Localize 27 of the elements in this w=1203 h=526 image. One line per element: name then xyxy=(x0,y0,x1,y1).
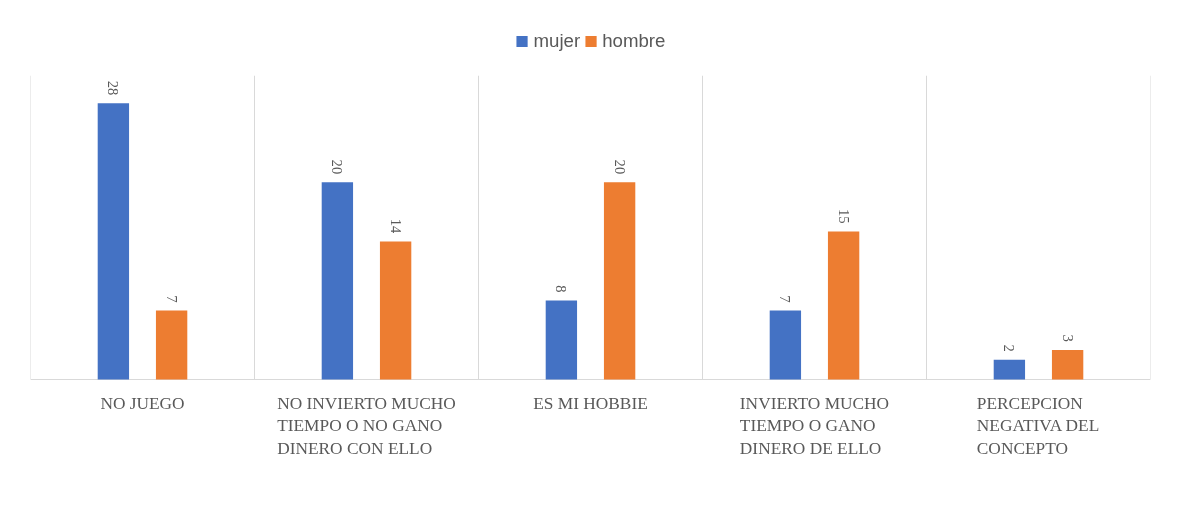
data-label: 7 xyxy=(777,295,794,303)
bar xyxy=(545,300,578,380)
bar xyxy=(321,182,354,380)
legend-label: mujer xyxy=(533,30,581,52)
data-label: 2 xyxy=(1001,344,1018,352)
x-tick-label: PERCEPCION NEGATIVA DEL CONCEPTO xyxy=(976,393,1100,459)
bar xyxy=(993,359,1026,380)
data-label: 7 xyxy=(163,295,180,303)
data-label: 3 xyxy=(1059,334,1076,342)
bar xyxy=(1051,349,1084,380)
bar xyxy=(769,310,802,380)
data-label: 20 xyxy=(611,159,628,175)
data-label: 14 xyxy=(387,218,404,235)
x-tick-label: ES MI HOBBIE xyxy=(533,393,648,413)
data-label: 28 xyxy=(105,80,122,96)
x-tick-label: NO JUEGO xyxy=(100,393,185,413)
data-label: 20 xyxy=(329,159,346,175)
bar xyxy=(827,231,860,380)
data-label: 8 xyxy=(553,285,570,293)
bar xyxy=(379,241,412,380)
bar xyxy=(603,182,636,380)
data-label: 15 xyxy=(835,208,852,224)
x-tick-label: NO INVIERTO MUCHO TIEMPO O NO GANO DINERO CON ELLO xyxy=(277,393,456,459)
bar xyxy=(97,103,130,380)
x-tick-label: INVIERTO MUCHO TIEMPO O GANO DINERO DE ELLO xyxy=(739,393,890,459)
legend-label: hombre xyxy=(602,30,666,52)
bar xyxy=(155,310,188,380)
